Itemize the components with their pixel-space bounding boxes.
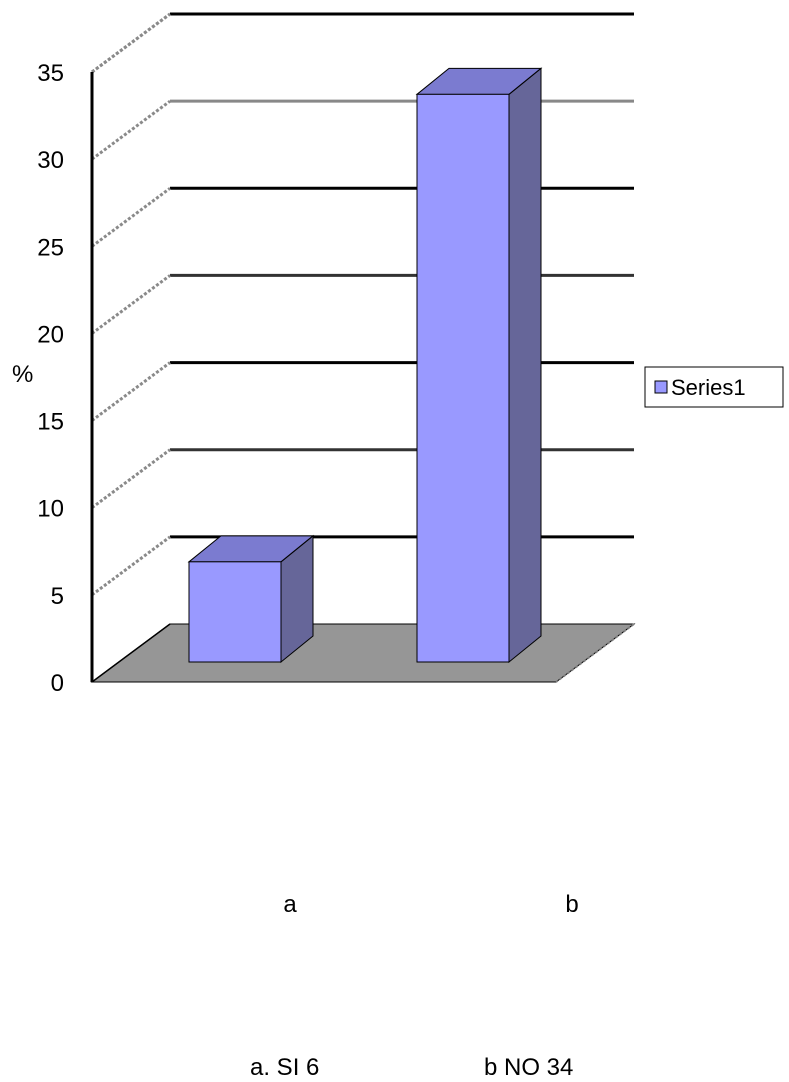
category-label-a: a <box>283 891 297 918</box>
bar-b <box>415 67 543 664</box>
y-tick-label: 10 <box>37 496 64 523</box>
y-tick-label: 35 <box>37 60 64 87</box>
footnote-a: a. SI 6 <box>250 1054 319 1081</box>
bar-side <box>508 67 542 664</box>
floor-plane <box>90 623 636 683</box>
footnote-b: b NO 34 <box>484 1054 573 1081</box>
gridline-side <box>91 448 171 509</box>
y-tick-label: 5 <box>51 583 64 610</box>
y-axis-label: % <box>12 361 33 388</box>
legend: Series1 <box>644 366 784 408</box>
chart-floor <box>90 623 636 683</box>
y-tick-labels: 0 5 10 15 20 25 30 35 <box>37 60 64 697</box>
legend-label: Series1 <box>671 375 746 400</box>
category-label-b: b <box>565 891 578 918</box>
gridline-side <box>91 361 171 422</box>
bar-front <box>416 93 510 663</box>
y-tick-label: 25 <box>37 234 64 261</box>
y-tick-label: 20 <box>37 321 64 348</box>
legend-swatch <box>654 380 668 394</box>
value-axis <box>90 72 171 683</box>
legend-box <box>644 366 784 408</box>
y-tick-label: 30 <box>37 147 64 174</box>
gridlines <box>91 12 634 597</box>
bars <box>187 67 543 664</box>
floor-edge <box>555 623 635 683</box>
y-tick-label: 0 <box>51 670 64 697</box>
gridline-side <box>91 274 171 335</box>
y-tick-label: 15 <box>37 409 64 436</box>
gridline-side-top <box>91 12 171 74</box>
bar-front <box>188 561 282 663</box>
gridline-side <box>91 535 171 597</box>
gridline-side <box>91 99 171 161</box>
floor-left-edge <box>91 623 171 683</box>
gridline-side <box>91 187 171 248</box>
bar-a <box>187 534 315 664</box>
